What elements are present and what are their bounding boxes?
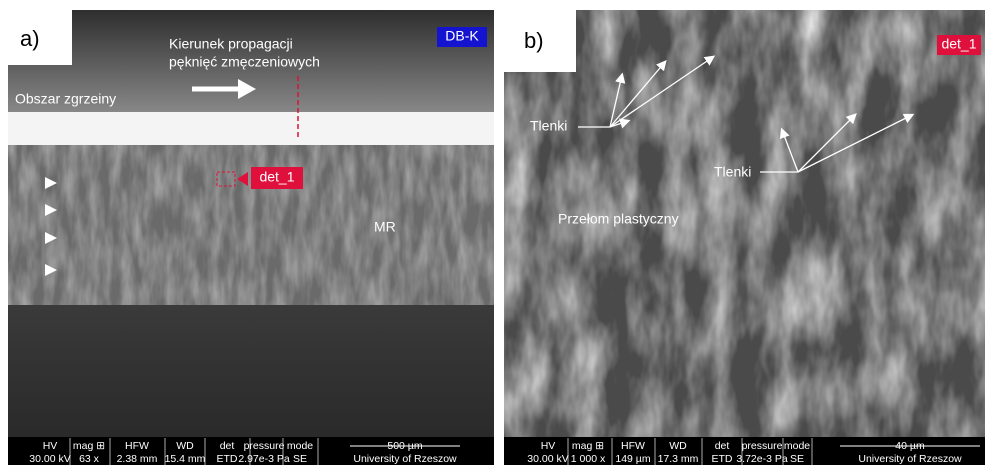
zone-label: MR xyxy=(374,219,396,235)
info-value: SE xyxy=(790,453,804,465)
panel-a: a) DB-K Kierunek propagacji pęknięć zmęc… xyxy=(8,10,494,465)
fracture-label: Przełom plastyczny xyxy=(558,211,679,227)
info-value: ETD xyxy=(712,453,733,465)
badge-text: DB-K xyxy=(445,28,479,44)
info-value: University of Rzeszow xyxy=(858,453,962,465)
info-value: SE xyxy=(293,453,307,465)
info-value: University of Rzeszow xyxy=(353,453,457,465)
panel-label: b) xyxy=(524,28,544,53)
badge-text: det_1 xyxy=(941,36,976,52)
info-header: HV xyxy=(541,440,556,452)
direction-label: Kierunek propagacji xyxy=(169,36,293,52)
label-box xyxy=(8,10,72,65)
info-header: HFW xyxy=(621,440,645,452)
info-header: det xyxy=(220,440,235,452)
info-header: pressure xyxy=(742,440,783,452)
oxide-label: Tlenki xyxy=(530,118,567,134)
info-header: WD xyxy=(176,440,194,452)
info-header: mode xyxy=(784,440,810,452)
panel-b: b) det_1 Tlenki Tlenki Przełom plastyczn… xyxy=(504,10,985,465)
info-value: 17.3 mm xyxy=(658,453,699,465)
info-value: 2.38 mm xyxy=(117,453,158,465)
info-value: 30.00 kV xyxy=(29,453,70,465)
info-header: HFW xyxy=(125,440,149,452)
detail-label: det_1 xyxy=(259,169,294,185)
info-header: mode xyxy=(287,440,313,452)
info-header: WD xyxy=(669,440,687,452)
info-value: 149 µm xyxy=(615,453,650,465)
direction-label: pęknięć zmęczeniowych xyxy=(169,54,320,70)
weld-label: Obszar zgrzeiny xyxy=(15,91,116,107)
info-header: pressure xyxy=(244,440,285,452)
info-value: 63 x xyxy=(79,453,100,465)
oxide-label: Tlenki xyxy=(714,164,751,180)
info-header: det xyxy=(715,440,730,452)
info-value: 30.00 kV xyxy=(527,453,568,465)
info-value: ETD xyxy=(217,453,238,465)
info-value: 1 000 x xyxy=(571,453,606,465)
info-header: mag ⊞ xyxy=(572,440,604,452)
background-region xyxy=(8,305,494,437)
info-value: 15.4 mm xyxy=(165,453,206,465)
panel-label: a) xyxy=(20,26,40,51)
weld-edge xyxy=(8,112,494,147)
info-value: 3.72e-3 Pa xyxy=(736,453,788,465)
info-value: 2.97e-3 Pa xyxy=(238,453,290,465)
info-header: HV xyxy=(43,440,58,452)
figure: a) DB-K Kierunek propagacji pęknięć zmęc… xyxy=(0,0,985,465)
info-header: mag ⊞ xyxy=(73,440,105,452)
